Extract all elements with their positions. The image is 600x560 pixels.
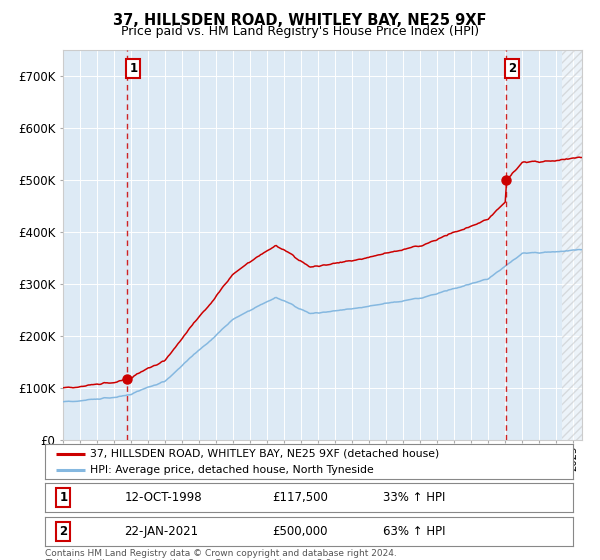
Text: 37, HILLSDEN ROAD, WHITLEY BAY, NE25 9XF: 37, HILLSDEN ROAD, WHITLEY BAY, NE25 9XF — [113, 13, 487, 28]
Bar — [562, 50, 582, 440]
Text: 37, HILLSDEN ROAD, WHITLEY BAY, NE25 9XF (detached house): 37, HILLSDEN ROAD, WHITLEY BAY, NE25 9XF… — [90, 449, 439, 459]
Text: 2: 2 — [508, 62, 516, 75]
Text: 63% ↑ HPI: 63% ↑ HPI — [383, 525, 445, 538]
Text: 2: 2 — [59, 525, 68, 538]
Text: 33% ↑ HPI: 33% ↑ HPI — [383, 491, 445, 505]
Text: HPI: Average price, detached house, North Tyneside: HPI: Average price, detached house, Nort… — [90, 465, 374, 475]
Text: Price paid vs. HM Land Registry's House Price Index (HPI): Price paid vs. HM Land Registry's House … — [121, 25, 479, 38]
Text: 12-OCT-1998: 12-OCT-1998 — [124, 491, 202, 505]
Text: 1: 1 — [59, 491, 68, 505]
Text: 22-JAN-2021: 22-JAN-2021 — [124, 525, 199, 538]
Text: 1: 1 — [129, 62, 137, 75]
Text: £500,000: £500,000 — [272, 525, 328, 538]
Text: Contains HM Land Registry data © Crown copyright and database right 2024.
This d: Contains HM Land Registry data © Crown c… — [45, 549, 397, 560]
Text: £117,500: £117,500 — [272, 491, 328, 505]
